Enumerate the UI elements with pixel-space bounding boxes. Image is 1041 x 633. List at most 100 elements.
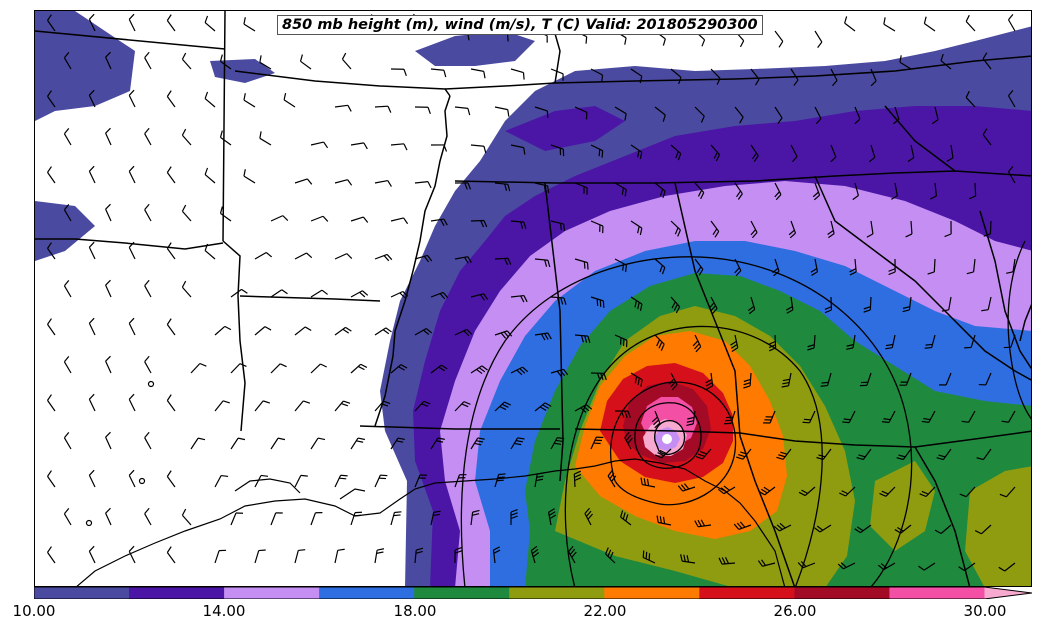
wind-barb-feather [818,454,826,458]
wind-barb-staff [1007,19,1016,32]
wind-barb-feather [544,259,548,267]
wind-barb-feather [507,109,510,117]
wind-barb-feather [128,89,135,96]
wind-barb-feather [923,16,927,24]
wind-barb-staff [270,363,281,374]
wind-barb-staff [214,325,226,336]
wind-barb-feather [981,309,989,312]
wind-barb-staff [808,410,816,424]
wind-barb-staff [883,23,896,32]
wind-barb-feather [241,288,248,294]
wind-barb-staff [814,106,822,119]
wind-barb-staff [573,473,576,488]
wind-barb-feather [743,385,751,389]
wind-barb-feather [483,71,486,79]
wind-barb-feather [846,344,854,347]
wind-barb-feather [423,255,430,263]
wind-barb-staff [414,328,427,336]
wind-barb-feather [63,51,70,59]
wind-barb-feather [532,552,540,558]
wind-barb-staff [300,60,312,70]
wind-barb-staff [974,182,977,197]
wind-barb-feather [402,291,409,297]
wind-barb-feather [357,365,365,371]
wind-barb-staff [870,68,877,82]
wind-barb-feather [603,373,607,381]
wind-barb-feather [537,472,545,475]
wind-barb-staff [190,437,199,450]
wind-barb-feather [739,116,744,124]
state-border [574,428,741,434]
wind-barb-staff [430,512,435,526]
wind-barb-staff [790,220,797,234]
wind-barb-feather [583,405,590,412]
wind-barb-feather [559,369,566,377]
wind-barb-staff [88,323,96,336]
wind-barb-feather [443,144,448,152]
state-border [914,446,971,586]
wind-barb-feather [464,182,468,190]
wind-barb-feather [356,440,364,443]
wind-barb-feather [105,355,111,362]
wind-barb-staff [734,182,743,195]
wind-barb-feather [634,376,638,384]
wind-barb-staff [88,171,96,184]
wind-barb-feather [477,437,485,440]
wind-barb-staff [144,133,152,146]
wind-barb-staff [144,209,152,222]
wind-barb-feather [88,13,95,20]
wind-barb-feather [659,449,667,454]
wind-barb-feather [498,473,506,476]
wind-barb-feather [751,152,757,160]
wind-barb-feather [718,557,723,565]
wind-barb-staff [254,326,266,336]
wind-barb-feather [128,241,135,248]
wind-barb-staff [948,296,952,310]
wind-barb-feather [938,454,946,458]
height-contour [654,420,686,456]
wind-barb-staff [230,363,241,374]
wind-barb-feather [694,520,699,528]
wind-barb-feather [514,442,522,446]
wind-barb-feather [811,271,818,276]
wind-barb-feather [105,507,111,514]
wind-barb-feather [243,169,246,177]
wind-barb-feather [544,402,552,407]
wind-barb-feather [645,551,648,559]
wind-barb-feather [730,340,737,346]
wind-barb-feather [166,90,172,97]
height-contour [460,256,913,586]
colorbar-outline [34,587,1032,599]
wind-barb-staff [494,182,508,185]
wind-barb-feather [596,372,601,380]
wind-barb-feather [705,378,713,384]
wind-barb-staff [814,258,819,272]
wind-barb-feather [881,490,889,495]
wind-barb-staff [390,512,396,526]
wind-barb-feather [204,91,209,99]
wind-barb-staff [294,400,304,412]
wind-barb-staff [283,99,296,108]
wind-barb-feather [678,77,682,85]
wind-barb-feather [341,52,347,60]
wind-barb-feather [812,191,819,198]
wind-barb-feather [306,252,313,259]
wind-barb-staff [899,61,912,70]
wind-barb-feather [662,114,666,122]
wind-barb-feather [893,118,900,125]
wind-barb-feather [639,228,643,236]
wind-barb-staff [144,285,152,298]
wind-barb-staff [166,248,176,260]
state-border [454,170,1031,184]
wind-barb-feather [438,366,446,372]
wind-barb-staff [128,399,136,412]
storm-eye [662,434,672,444]
wind-barb-feather [677,485,684,492]
wind-barb-staff [454,106,468,109]
wind-barb-staff [144,57,152,70]
wind-barb-feather [535,478,544,482]
wind-barb-feather [880,563,887,569]
wind-barb-staff [374,550,378,564]
wind-barb-staff [220,136,232,146]
wind-barb-feather [219,54,223,62]
